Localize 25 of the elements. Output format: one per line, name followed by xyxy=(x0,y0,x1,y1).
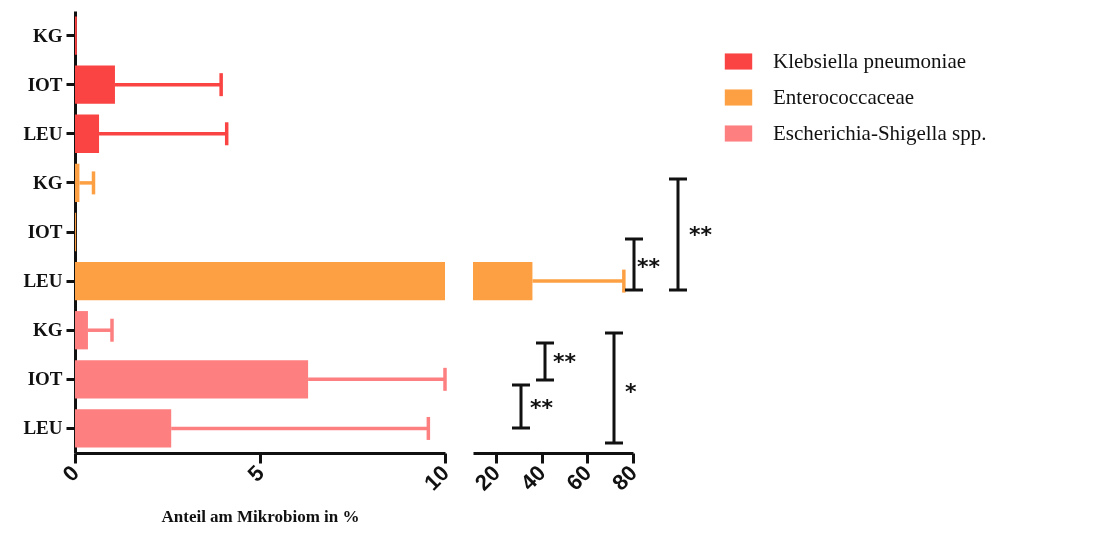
y-tick-label: LEU xyxy=(23,270,63,292)
y-tick-label: IOT xyxy=(27,73,63,95)
y-tick-label: KG xyxy=(32,171,63,193)
y-tick-label: IOT xyxy=(27,368,63,390)
legend-label: Escherichia-Shigella spp. xyxy=(773,120,987,145)
legend-label: Klebsiella pneumoniae xyxy=(773,48,967,73)
x-tick-label: 5 xyxy=(242,460,269,487)
x-axis-title: Anteil am Mikrobiom in % xyxy=(161,506,360,526)
annotation: ** xyxy=(530,395,554,420)
legend-label: Enterococcaceae xyxy=(773,84,915,109)
x-tick-label: 80 xyxy=(606,460,642,496)
text: ** xyxy=(637,254,661,279)
x-tick-label: 10 xyxy=(418,460,454,496)
x-tick-label: 40 xyxy=(515,460,551,496)
x-tick-label: 60 xyxy=(561,460,597,496)
y-tick-label: LEU xyxy=(23,417,63,439)
y-tick-label: IOT xyxy=(27,221,63,242)
y-tick-label: KG xyxy=(32,24,63,46)
y-tick-label: LEU xyxy=(23,122,63,144)
y-tick-label: KG xyxy=(32,319,63,341)
x-tick-label: 20 xyxy=(469,460,505,496)
x-tick-label: 0 xyxy=(57,460,84,487)
annotation: * xyxy=(625,379,637,404)
text: ** xyxy=(689,222,713,247)
annotation: ** xyxy=(553,349,577,374)
